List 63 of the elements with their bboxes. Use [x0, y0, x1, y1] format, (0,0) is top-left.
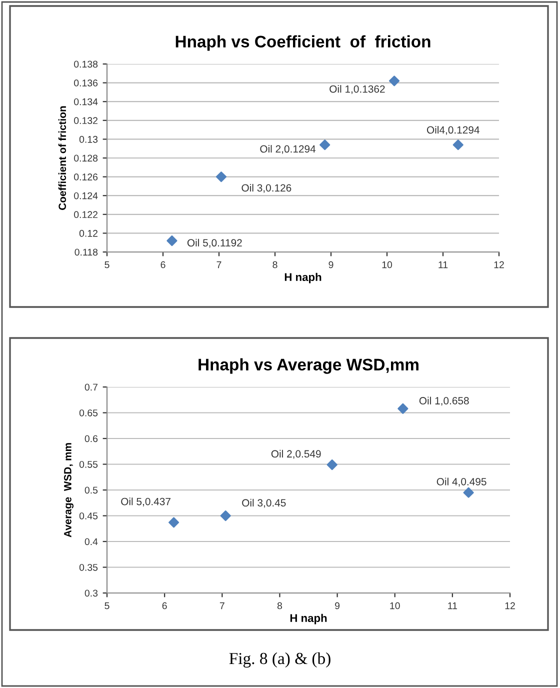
y-tick-label: 0.134: [74, 98, 98, 106]
y-tick-label: 0.13: [79, 136, 98, 143]
x-axis-title: H naph: [284, 272, 322, 284]
point: [388, 76, 400, 86]
y-tick-label: 0.4: [84, 538, 98, 546]
annotation: Oil 2,0.1294: [260, 144, 316, 154]
x-axis-title: H naph: [290, 614, 327, 624]
x-tick-label: 8: [277, 602, 282, 610]
point: [220, 510, 231, 522]
y-tick-label: 0.118: [74, 248, 98, 256]
point: [398, 403, 408, 414]
x-tick-label: 7: [216, 261, 222, 268]
annotation: Oil 2,0.549: [271, 450, 321, 459]
x-tick-label: 8: [272, 261, 278, 268]
x-tick-label: 11: [448, 602, 458, 610]
annotation: Oil 1,0.1362: [330, 85, 385, 94]
chart-title: Hnaph vs Average WSD,mm: [198, 358, 418, 374]
x-tick-label: 10: [382, 261, 392, 268]
y-tick-label: 0.12: [79, 230, 98, 237]
annotation: Oil 4,0.495: [436, 478, 486, 487]
y-tick-label: 0.5: [84, 486, 98, 494]
y-tick-label: 0.136: [74, 80, 98, 86]
y-tick-label: 0.124: [74, 192, 98, 200]
point: [166, 235, 178, 246]
point: [452, 140, 464, 150]
x-tick-label: 12: [494, 261, 504, 268]
annotation: Oil 3,0.126: [242, 184, 292, 193]
y-tick-label: 0.6: [84, 435, 98, 442]
chart-title: Hnaph vs Coefficient of friction: [176, 35, 430, 51]
x-tick-label: 10: [390, 602, 400, 610]
x-tick-label: 9: [328, 261, 334, 268]
y-axis-title: Average WSD, mm: [64, 443, 74, 538]
point: [168, 517, 180, 528]
x-tick-label: 9: [335, 602, 340, 610]
y-tick-label: 0.55: [79, 460, 98, 468]
x-tick-label: 12: [505, 602, 515, 610]
point: [320, 140, 330, 150]
y-tick-label: 0.7: [84, 384, 98, 391]
point: [216, 172, 227, 182]
caption: Fig. 8 (a) & (b): [229, 652, 330, 668]
y-tick-label: 0.65: [79, 409, 98, 416]
y-tick-label: 0.138: [74, 60, 98, 68]
point: [326, 459, 338, 470]
annotation: Oil4,0.1294: [426, 126, 480, 135]
y-tick-label: 0.3: [84, 590, 98, 597]
x-tick-label: 5: [104, 261, 110, 268]
y-tick-label: 0.35: [79, 564, 98, 571]
y-tick-label: 0.126: [74, 174, 98, 180]
annotation: Oil 5,0.437: [121, 498, 170, 506]
x-tick-label: 5: [104, 602, 110, 610]
x-tick-label: 6: [162, 602, 167, 610]
point: [463, 487, 474, 498]
y-tick-label: 0.128: [74, 154, 98, 162]
y-tick-label: 0.45: [79, 512, 98, 520]
y-tick-label: 0.122: [74, 211, 98, 218]
x-tick-label: 11: [438, 261, 448, 268]
y-axis-title: Coefficient of friction: [58, 106, 66, 210]
x-tick-label: 6: [160, 261, 166, 268]
annotation: Oil 1,0.658: [419, 396, 469, 406]
y-tick-label: 0.132: [74, 117, 98, 124]
annotation: Oil 3,0.45: [242, 498, 286, 508]
x-tick-label: 7: [220, 602, 224, 610]
annotation: Oil 5,0.1192: [187, 238, 242, 248]
